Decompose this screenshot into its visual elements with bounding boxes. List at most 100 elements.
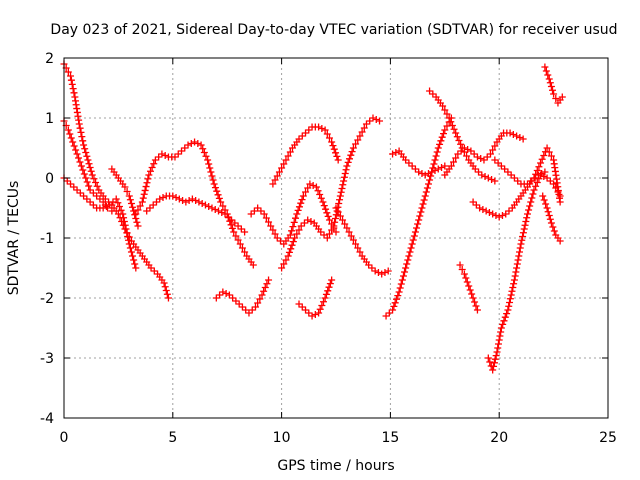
data-point [129,252,137,260]
data-point [483,153,491,161]
data-point [543,144,551,152]
data-point [234,236,242,244]
data-point [241,248,249,256]
data-point [163,290,171,298]
data-point [372,116,380,123]
data-point [134,222,142,230]
series-sat-e [132,138,257,269]
data-point [481,173,489,180]
data-point [80,170,88,178]
data-point [490,359,498,367]
data-point [527,198,535,206]
data-point [415,168,423,176]
data-point [332,149,340,157]
data-point [343,224,351,232]
data-point [315,123,323,131]
data-point [333,207,341,215]
data-point [434,144,442,152]
data-point [319,198,327,206]
data-point [89,189,97,197]
series-sat-m [382,114,455,320]
x-axis-label: GPS time / hours [277,458,394,474]
chart-title: Day 023 of 2021, Sidereal Day-to-day VTE… [50,22,617,38]
data-point [333,152,341,160]
data-point [348,148,356,156]
data-point [489,366,497,374]
data-point [151,156,159,164]
data-point [408,240,416,248]
data-point [325,216,333,224]
data-point [447,118,455,126]
data-point [290,218,298,226]
data-point [497,328,505,336]
data-point [422,188,430,196]
grid [64,58,608,418]
data-point [291,234,299,242]
data-point [455,137,463,144]
data-point [510,280,518,288]
data-point [556,237,564,245]
data-point [529,190,537,198]
data-point [249,261,257,269]
data-point [317,194,325,202]
data-point [497,162,505,170]
data-point [447,162,455,170]
data-point [144,175,152,183]
data-point [293,230,301,238]
y-tick-label: 0 [45,171,54,187]
data-point [538,155,546,163]
data-point [288,227,296,235]
data-point [210,180,218,188]
data-point [311,311,319,318]
data-point [450,158,458,166]
data-point [260,287,268,295]
data-point [499,320,507,328]
data-point [493,348,501,356]
data-point [211,184,219,192]
data-point [523,180,531,188]
data-point [217,198,225,206]
data-point [133,218,141,226]
data-point [298,303,306,311]
series-sat-l [332,204,392,278]
data-point [295,300,303,308]
data-point [161,152,169,159]
data-point [309,182,317,189]
data-point [207,168,215,176]
series-sat-d [108,165,142,230]
data-point [479,206,487,213]
data-point [121,183,129,191]
x-tick-label: 25 [599,430,617,446]
data-point [284,152,292,160]
data-point [403,260,411,268]
data-point [514,256,522,264]
data-point [194,140,202,147]
data-point [378,270,386,278]
data-point [69,85,77,93]
data-point [199,145,207,153]
data-point [127,248,135,256]
data-point [295,226,303,234]
data-point [228,216,236,224]
data-point [389,150,397,158]
series-sat-n [389,147,449,179]
data-point [467,147,475,155]
data-point [405,159,413,167]
data-point [405,252,413,260]
data-point [421,192,429,200]
data-point [369,114,377,122]
data-point [480,156,488,164]
data-point [368,264,376,272]
data-point [68,80,76,88]
data-point [376,117,384,125]
data-point [545,75,553,83]
data-point [528,194,536,202]
data-point [362,120,370,128]
data-point [299,192,307,200]
series-sat-o [426,87,499,185]
data-point [197,141,205,149]
data-point [75,154,83,162]
data-point [304,184,312,192]
data-point [174,150,182,158]
data-point [438,164,446,171]
